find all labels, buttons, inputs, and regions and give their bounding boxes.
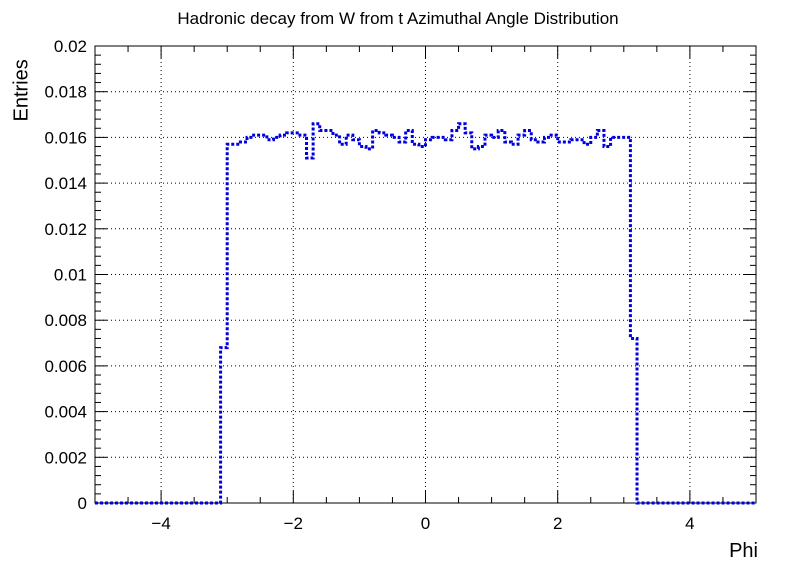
x-tick-label: −2 [284, 514, 303, 533]
y-tick-label: 0.004 [44, 403, 87, 422]
histogram-series-line [95, 122, 756, 505]
y-tick-label: 0.018 [44, 83, 87, 102]
y-tick-label: 0.016 [44, 128, 87, 147]
y-tick-label: 0 [78, 494, 87, 513]
y-tick-label: 0.006 [44, 357, 87, 376]
x-axis-label: Phi [729, 540, 758, 562]
y-axis-label: Entries [10, 59, 33, 122]
x-tick-label: 0 [421, 514, 430, 533]
y-tick-label: 0.01 [54, 266, 87, 285]
y-tick-label: 0.012 [44, 220, 87, 239]
chart-title: Hadronic decay from W from t Azimuthal A… [177, 9, 619, 28]
y-tick-label: 0.02 [54, 37, 87, 56]
x-tick-label: −4 [151, 514, 170, 533]
y-tick-label: 0.002 [44, 448, 87, 467]
x-tick-label: 2 [553, 514, 562, 533]
x-tick-label: 4 [685, 514, 694, 533]
y-tick-label: 0.014 [44, 174, 87, 193]
y-tick-label: 0.008 [44, 311, 87, 330]
